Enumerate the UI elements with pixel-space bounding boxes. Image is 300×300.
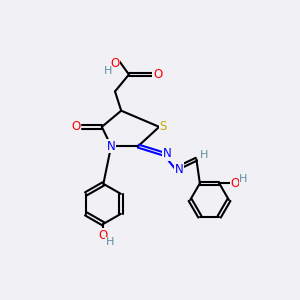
Text: S: S: [159, 120, 167, 134]
Text: O: O: [72, 120, 81, 134]
Text: O: O: [99, 229, 108, 242]
Text: H: H: [239, 175, 248, 184]
Text: H: H: [200, 150, 208, 160]
Text: H: H: [105, 237, 114, 248]
Text: H: H: [104, 66, 112, 76]
Text: O: O: [230, 177, 239, 190]
Text: O: O: [153, 68, 162, 81]
Text: N: N: [107, 140, 116, 153]
Text: N: N: [163, 147, 171, 160]
Text: N: N: [175, 163, 184, 176]
Text: O: O: [110, 57, 120, 70]
